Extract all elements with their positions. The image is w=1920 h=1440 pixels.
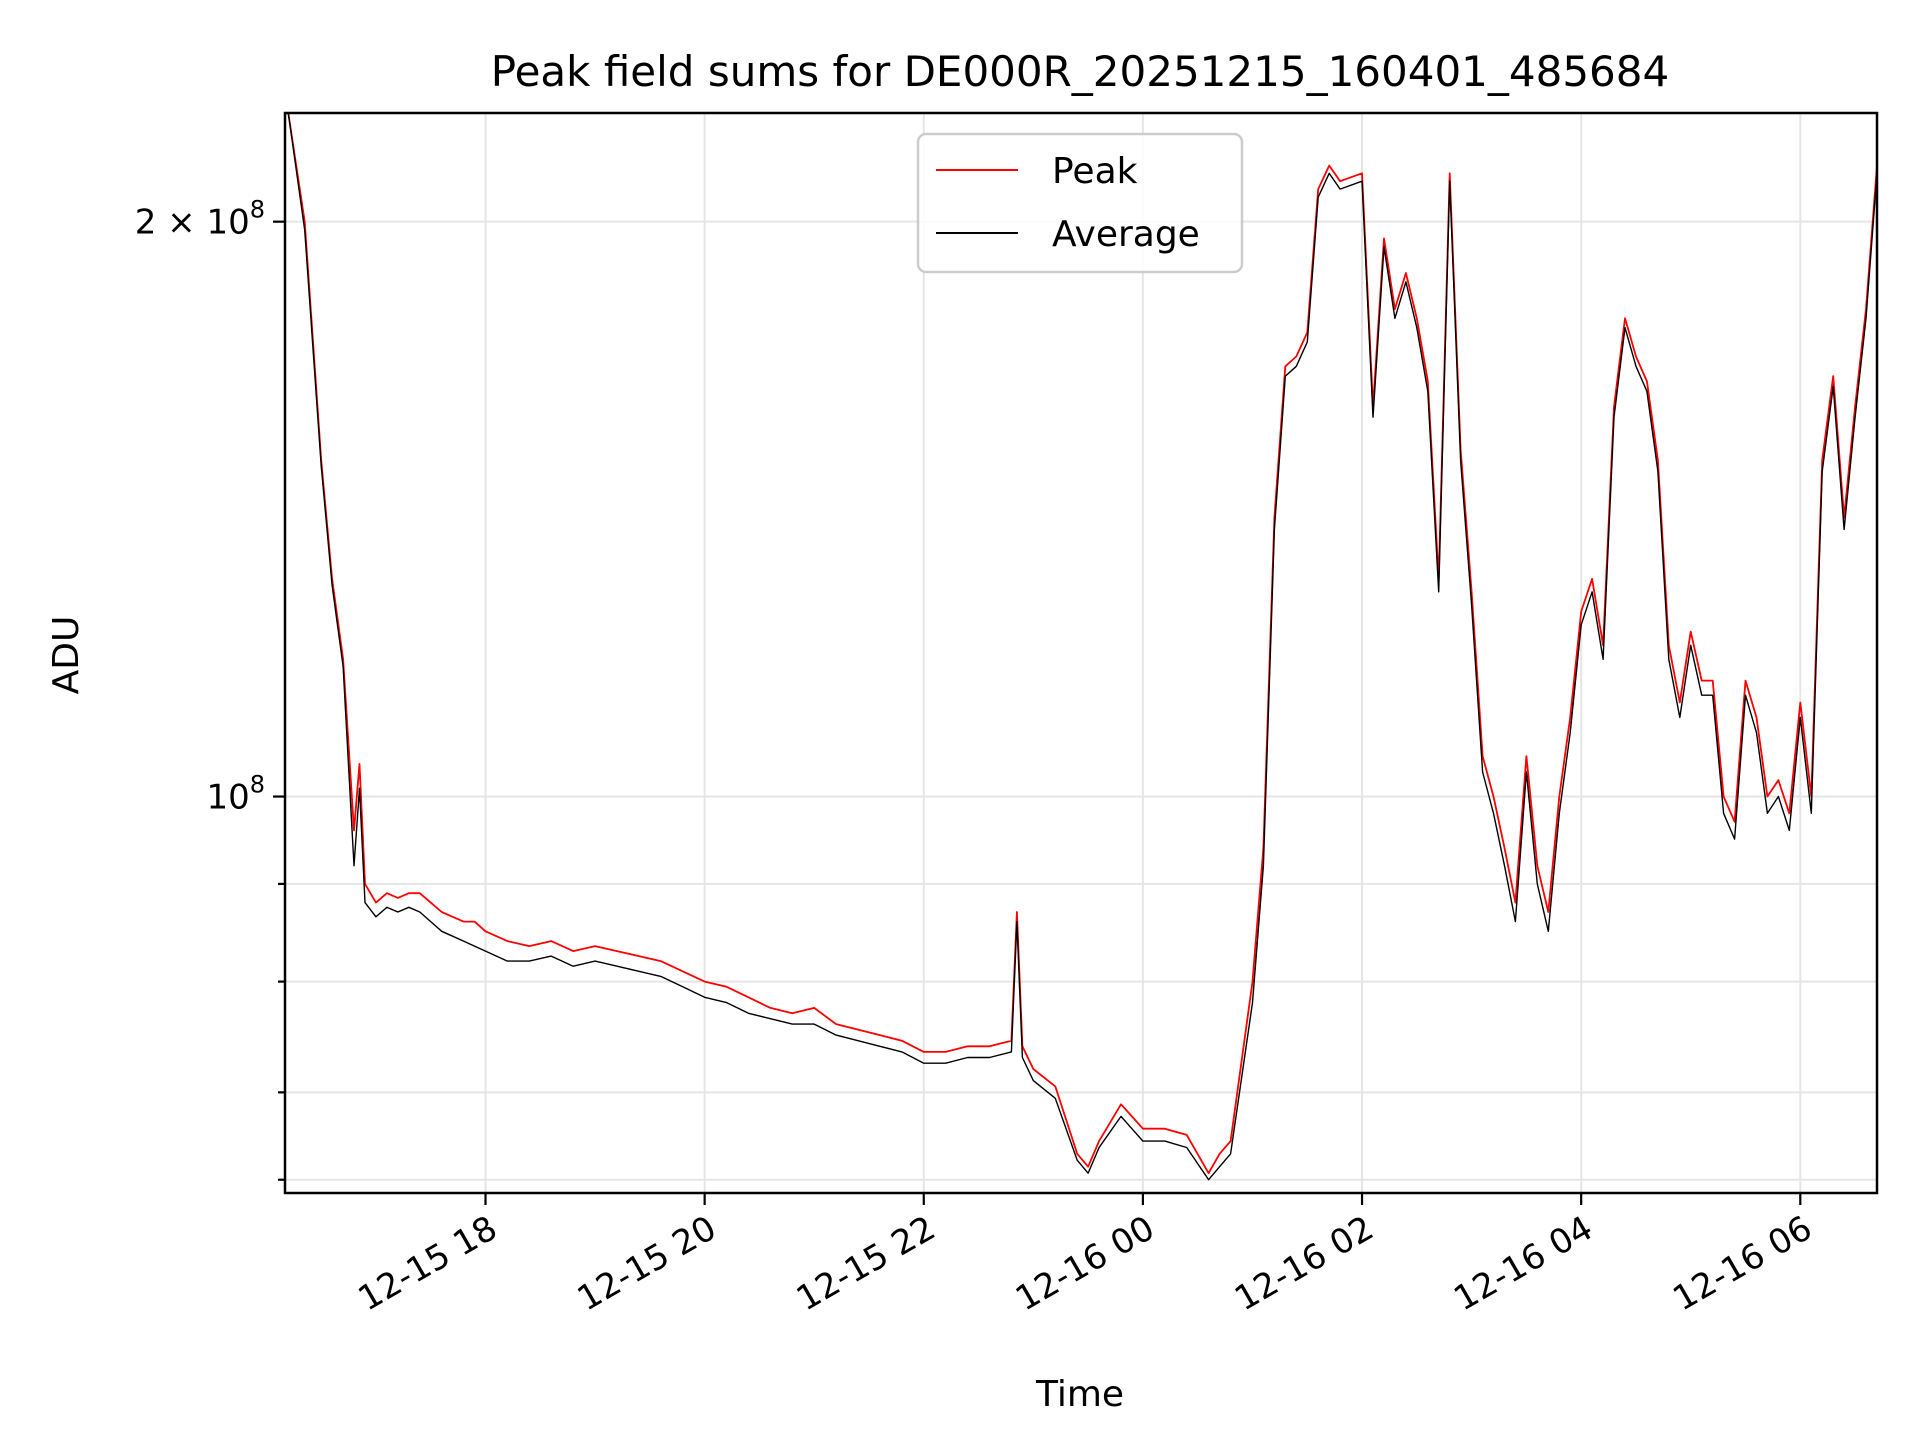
x-axis: 12-15 18 12-15 20 12-15 22 12-16 00 12-16 02… bbox=[352, 1193, 1819, 1319]
y-tick-label: 108 bbox=[206, 771, 265, 818]
x-tick-label: 12-16 04 bbox=[1447, 1208, 1599, 1319]
chart-title: Peak field sums for DE000R_20251215_1604… bbox=[491, 47, 1669, 96]
legend: Peak Average bbox=[916, 132, 1244, 274]
legend-box bbox=[916, 132, 1244, 274]
x-tick-label: 12-16 00 bbox=[1009, 1208, 1161, 1319]
x-tick-label: 12-15 20 bbox=[571, 1208, 723, 1319]
x-tick-label: 12-16 06 bbox=[1666, 1208, 1818, 1319]
x-axis-label: Time bbox=[1035, 1374, 1124, 1415]
x-tick-label: 12-16 02 bbox=[1228, 1208, 1380, 1319]
y-axis-label: ADU bbox=[46, 616, 87, 695]
legend-peak-label: Peak bbox=[1052, 151, 1138, 192]
grid-layer bbox=[285, 113, 1877, 1193]
y-axis: 108 2 × 108 bbox=[135, 196, 285, 1181]
plot-frame bbox=[283, 111, 1879, 1195]
x-tick-label: 12-15 22 bbox=[790, 1208, 942, 1319]
y-tick-label: 2 × 108 bbox=[135, 196, 265, 243]
series-layer bbox=[287, 113, 1877, 1181]
legend-average-label: Average bbox=[1052, 214, 1200, 255]
series-line-peak bbox=[287, 113, 1877, 1175]
x-tick-label: 12-15 18 bbox=[352, 1208, 504, 1319]
series-line-average bbox=[287, 113, 1877, 1181]
